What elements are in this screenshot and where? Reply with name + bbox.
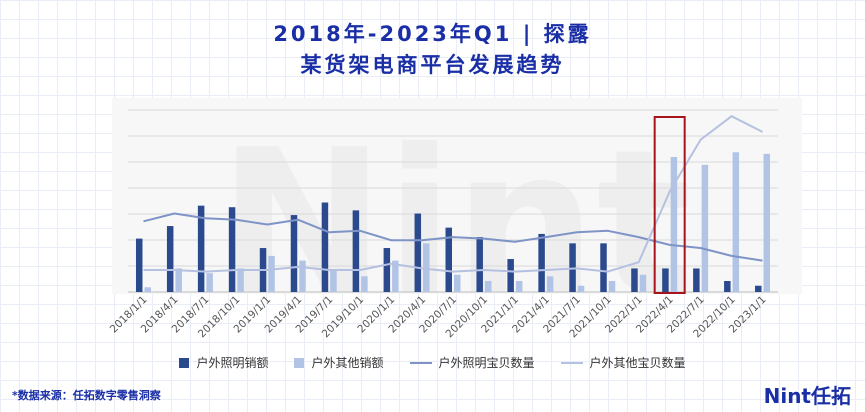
data-source-note: *数据来源：任拓数字零售洞察 xyxy=(12,389,161,402)
bar-light xyxy=(670,156,678,292)
chart-legend: 户外照明销额 户外其他销额 户外照明宝贝数量 户外其他宝贝数量 xyxy=(0,354,865,371)
bar-dark xyxy=(383,248,391,292)
bar-dark xyxy=(166,226,174,292)
series-line-0 xyxy=(143,212,763,262)
bar-light xyxy=(423,243,430,292)
bar-dark xyxy=(693,268,700,292)
bar-dark xyxy=(228,207,236,292)
bar-light xyxy=(237,268,244,292)
bar-light xyxy=(515,281,523,292)
legend-label: 户外其他宝贝数量 xyxy=(589,356,686,370)
bar-dark xyxy=(600,243,607,292)
bar-light xyxy=(577,285,585,292)
bar-light xyxy=(763,153,771,292)
bar-dark xyxy=(724,281,731,292)
legend-item: 户外其他销额 xyxy=(294,354,384,371)
bar-light xyxy=(484,281,492,292)
bar-light xyxy=(299,260,306,292)
bar-dark xyxy=(507,259,514,292)
bar-light xyxy=(454,274,461,292)
legend-item: 户外照明销额 xyxy=(179,354,268,371)
bar-light xyxy=(361,276,368,292)
bar-dark xyxy=(135,238,143,292)
bar-dark xyxy=(197,205,205,292)
chart-title-line1: 2018年-2023年Q1 | 探露 xyxy=(273,22,592,46)
legend-item: 户外其他宝贝数量 xyxy=(560,354,686,371)
legend-label: 户外其他销额 xyxy=(311,356,384,370)
chart-title-line2: 某货架电商平台发展趋势 xyxy=(300,53,565,77)
bar-light xyxy=(639,274,647,292)
bar-light xyxy=(701,164,709,292)
bar-dark xyxy=(755,285,762,292)
bar-dark xyxy=(352,210,360,292)
bar-light xyxy=(392,260,399,292)
bar-light xyxy=(206,273,213,292)
bar-dark xyxy=(414,213,422,292)
bar-light xyxy=(144,287,151,292)
highlight-box xyxy=(653,116,686,294)
bar-light xyxy=(330,270,337,292)
legend-item: 户外照明宝贝数量 xyxy=(409,354,535,371)
series-line-1 xyxy=(143,115,763,273)
legend-swatch xyxy=(560,361,583,364)
bar-dark xyxy=(445,227,452,292)
bar-light xyxy=(268,255,275,292)
bar-dark xyxy=(290,215,298,292)
bar-light xyxy=(732,152,740,292)
brand-logo: Nint任拓 xyxy=(763,384,851,408)
bar-light xyxy=(546,276,554,292)
bar-dark xyxy=(321,202,329,292)
legend-label: 户外照明宝贝数量 xyxy=(438,356,535,370)
legend-swatch xyxy=(179,357,190,368)
plot-background xyxy=(112,98,802,294)
bar-light xyxy=(608,281,616,292)
legend-swatch xyxy=(294,357,305,368)
bar-light xyxy=(175,268,182,292)
legend-label: 户外照明销额 xyxy=(196,356,269,370)
bar-dark xyxy=(538,233,545,292)
bar-dark xyxy=(631,268,638,292)
bar-dark xyxy=(662,268,669,292)
legend-swatch xyxy=(409,361,432,364)
bar-dark xyxy=(476,237,483,292)
